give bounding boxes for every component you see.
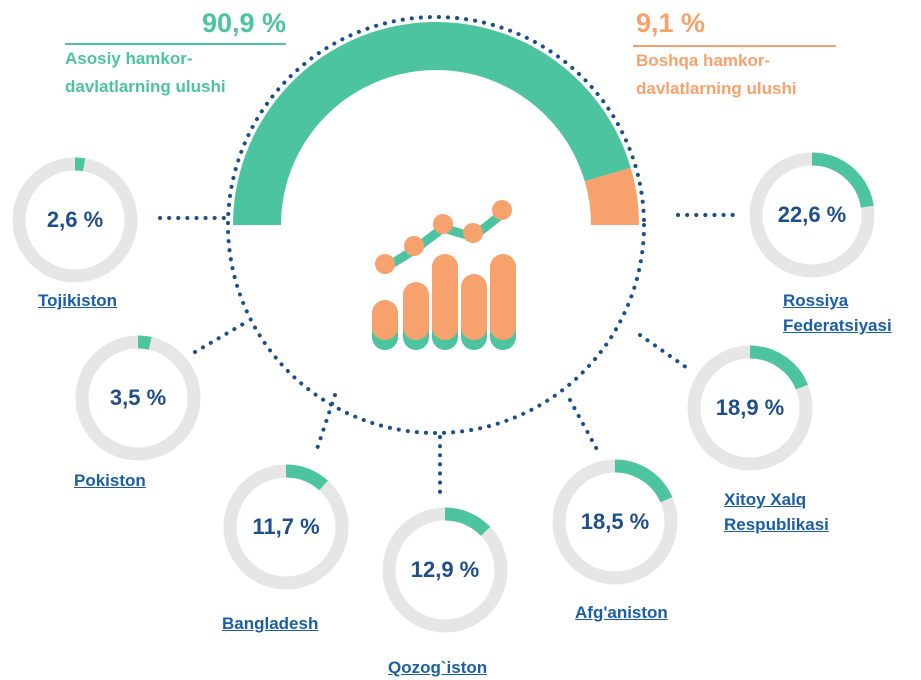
donut-arc [811, 152, 874, 208]
donut-value: 22,6 % [777, 202, 847, 227]
connector [193, 318, 252, 354]
country-name: Qozog`iston [388, 658, 488, 677]
donut-arc [749, 345, 808, 390]
share-label: Boshqa hamkor- davlatlarning ulushi [636, 51, 797, 98]
donut-arc [137, 335, 152, 350]
share-value: 9,1 % [636, 8, 706, 38]
country-name: Tojikiston [38, 291, 118, 310]
country-name: Xitoy Xalq Respublikasi [724, 490, 829, 534]
dotted-circle [226, 15, 646, 435]
donut-value: 3,5 % [109, 385, 167, 410]
chart-icon [372, 200, 516, 350]
semi-donut-segment [233, 22, 631, 226]
share-value: 90,9 % [201, 8, 286, 38]
donut-value: 11,7 % [252, 514, 320, 539]
donut-arc [285, 464, 328, 491]
share-label: Asosiy hamkor- davlatlarning ulushi [65, 49, 226, 96]
donut-value: 18,5 % [580, 509, 650, 534]
donut-arc [614, 459, 673, 503]
connector [638, 333, 692, 372]
country-name: Rossiya Federatsiyasi [783, 291, 892, 335]
country-name: Bangladesh [222, 614, 319, 633]
connector [313, 393, 337, 457]
donut-value: 12,9 % [410, 557, 480, 582]
connector [568, 398, 602, 457]
semi-donut-segment [584, 167, 639, 226]
donut-value: 18,9 % [715, 395, 785, 420]
connectors [158, 15, 737, 502]
country-name: Pokiston [74, 471, 146, 490]
donut-arc [444, 507, 491, 537]
country-name: Afg'aniston [575, 603, 668, 622]
donut-arc [74, 157, 86, 172]
donut-value: 2,6 % [46, 207, 104, 232]
